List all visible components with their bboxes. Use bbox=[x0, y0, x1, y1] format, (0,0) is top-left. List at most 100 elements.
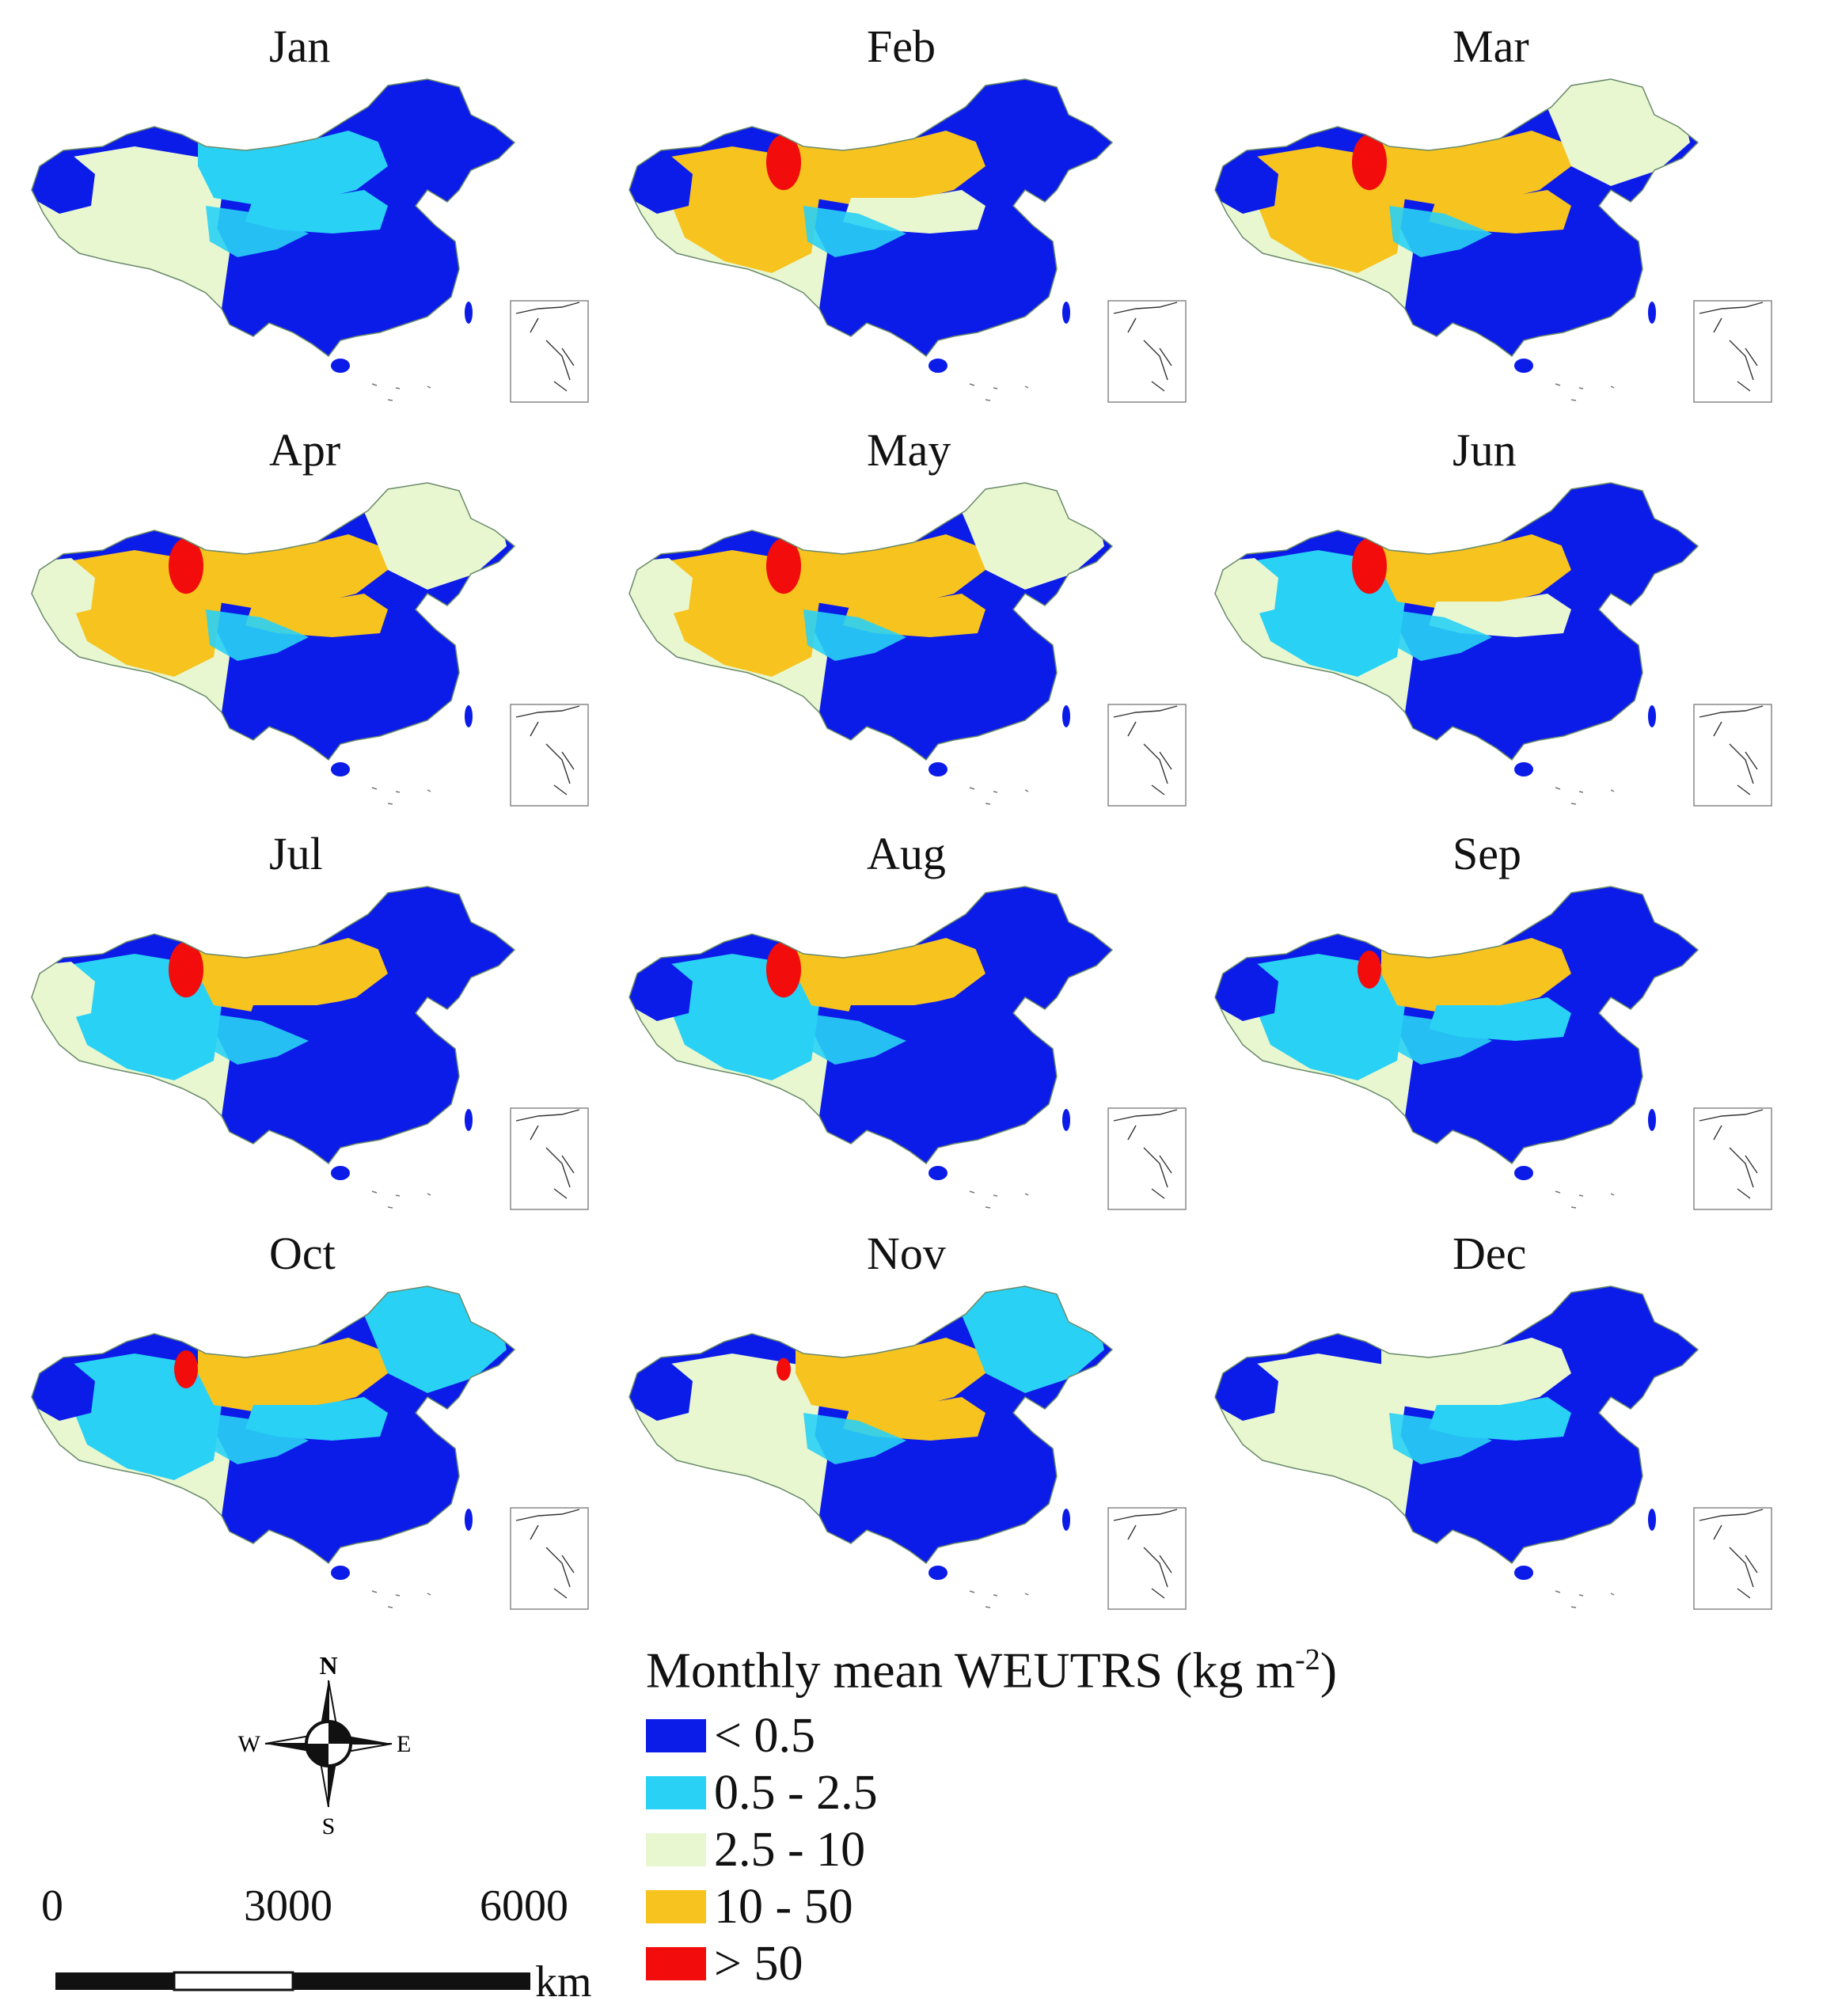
hotspot-region bbox=[766, 537, 801, 594]
region-northwest-desert bbox=[1247, 1353, 1405, 1480]
region-loess-transition bbox=[803, 1413, 906, 1464]
south-china-sea-inset bbox=[1107, 1107, 1187, 1210]
taiwan-island bbox=[1648, 302, 1656, 324]
region-loess-transition bbox=[1389, 1013, 1492, 1065]
country-outline bbox=[1214, 886, 1699, 1165]
legend-label: > 50 bbox=[714, 1937, 803, 1991]
month-panel: Jul bbox=[16, 831, 617, 1227]
hotspot-region bbox=[1352, 134, 1387, 191]
legend-item: < 0.5 bbox=[646, 1708, 815, 1764]
island-marks bbox=[371, 383, 431, 401]
taiwan-island bbox=[1062, 705, 1070, 727]
month-title: Feb bbox=[867, 21, 936, 72]
region-west-basin bbox=[32, 1361, 95, 1421]
month-panel: Dec bbox=[1199, 1231, 1801, 1627]
china-map bbox=[31, 1285, 589, 1610]
island-marks bbox=[969, 787, 1029, 805]
taiwan-island bbox=[1648, 705, 1656, 727]
scale-segment bbox=[293, 1972, 530, 1990]
hotspot-region bbox=[766, 134, 801, 191]
legend-title: Monthly mean WEUTRS (kg m-2) bbox=[646, 1642, 1338, 1699]
south-china-sea-inset bbox=[1693, 704, 1772, 807]
month-panel: Nov bbox=[613, 1231, 1215, 1627]
legend-item: > 50 bbox=[646, 1936, 803, 1991]
island-marks bbox=[1555, 1590, 1615, 1608]
china-map bbox=[1214, 1285, 1772, 1610]
region-loess-transition bbox=[1389, 1413, 1492, 1464]
country-outline bbox=[1214, 78, 1699, 358]
compass-north-label: N bbox=[319, 1653, 337, 1680]
region-loess-transition bbox=[803, 1013, 906, 1065]
hainan-island bbox=[331, 1566, 350, 1580]
hainan-island bbox=[928, 762, 947, 776]
china-map bbox=[31, 886, 589, 1210]
hainan-island bbox=[928, 359, 947, 373]
hainan-island bbox=[1514, 359, 1533, 373]
month-title: Oct bbox=[269, 1228, 336, 1279]
legend-label: 10 - 50 bbox=[714, 1880, 853, 1934]
island-marks bbox=[1555, 1190, 1615, 1209]
region-west-basin bbox=[629, 558, 693, 617]
south-china-sea-inset bbox=[510, 300, 589, 403]
taiwan-island bbox=[1648, 1109, 1656, 1131]
legend-item: 10 - 50 bbox=[646, 1879, 853, 1934]
china-map bbox=[1214, 78, 1772, 403]
hotspot-region bbox=[777, 1357, 791, 1381]
island-marks bbox=[371, 1190, 431, 1209]
region-west-basin bbox=[1215, 962, 1278, 1021]
country-outline bbox=[628, 482, 1114, 761]
legend-swatch bbox=[646, 1947, 706, 1980]
taiwan-island bbox=[465, 1509, 473, 1531]
china-map bbox=[31, 78, 589, 403]
taiwan-island bbox=[1648, 1509, 1656, 1531]
scale-tick-0: 0 bbox=[41, 1881, 63, 1931]
region-loess-transition bbox=[206, 1413, 309, 1464]
region-west-basin bbox=[32, 154, 95, 214]
legend-item: 0.5 - 2.5 bbox=[646, 1765, 878, 1820]
china-map bbox=[628, 886, 1187, 1210]
month-title: Aug bbox=[867, 828, 946, 879]
legend-swatch bbox=[646, 1833, 706, 1866]
month-panel: Oct bbox=[16, 1231, 617, 1627]
taiwan-island bbox=[1062, 1109, 1070, 1131]
island-marks bbox=[371, 1590, 431, 1608]
legend-label: < 0.5 bbox=[714, 1709, 815, 1763]
month-panel: May bbox=[613, 427, 1215, 823]
region-loess-transition bbox=[206, 206, 309, 257]
compass-south-label: S bbox=[322, 1813, 336, 1835]
region-loess-transition bbox=[206, 1013, 309, 1065]
month-title: Jun bbox=[1453, 424, 1517, 476]
south-china-sea-inset bbox=[510, 704, 589, 807]
region-northwest-desert bbox=[661, 1353, 819, 1480]
china-map bbox=[31, 482, 589, 807]
taiwan-island bbox=[465, 302, 473, 324]
taiwan-island bbox=[1062, 302, 1070, 324]
month-title: Nov bbox=[867, 1228, 946, 1279]
country-outline bbox=[628, 1285, 1114, 1565]
country-outline bbox=[1214, 482, 1699, 761]
month-title: Mar bbox=[1453, 21, 1529, 72]
legend-swatch bbox=[646, 1776, 706, 1809]
south-china-sea-inset bbox=[510, 1107, 589, 1210]
scale-tick-3000: 3000 bbox=[244, 1881, 332, 1931]
month-panel: Aug bbox=[613, 831, 1215, 1227]
region-loess-transition bbox=[206, 609, 309, 661]
taiwan-island bbox=[465, 1109, 473, 1131]
country-outline bbox=[31, 886, 516, 1165]
hainan-island bbox=[331, 762, 350, 776]
region-west-basin bbox=[1215, 558, 1278, 617]
month-title: Apr bbox=[269, 424, 341, 476]
china-map bbox=[628, 482, 1187, 807]
month-title: Dec bbox=[1453, 1228, 1527, 1279]
region-west-basin bbox=[32, 962, 95, 1021]
hainan-island bbox=[1514, 762, 1533, 776]
country-outline bbox=[31, 482, 516, 761]
region-loess-transition bbox=[1389, 609, 1492, 661]
south-china-sea-inset bbox=[510, 1507, 589, 1610]
island-marks bbox=[371, 787, 431, 805]
region-northwest-desert bbox=[63, 146, 222, 273]
legend-swatch bbox=[646, 1719, 706, 1752]
compass-west-label: W bbox=[238, 1731, 261, 1757]
island-marks bbox=[969, 1190, 1029, 1209]
month-panel: Jan bbox=[16, 24, 617, 420]
